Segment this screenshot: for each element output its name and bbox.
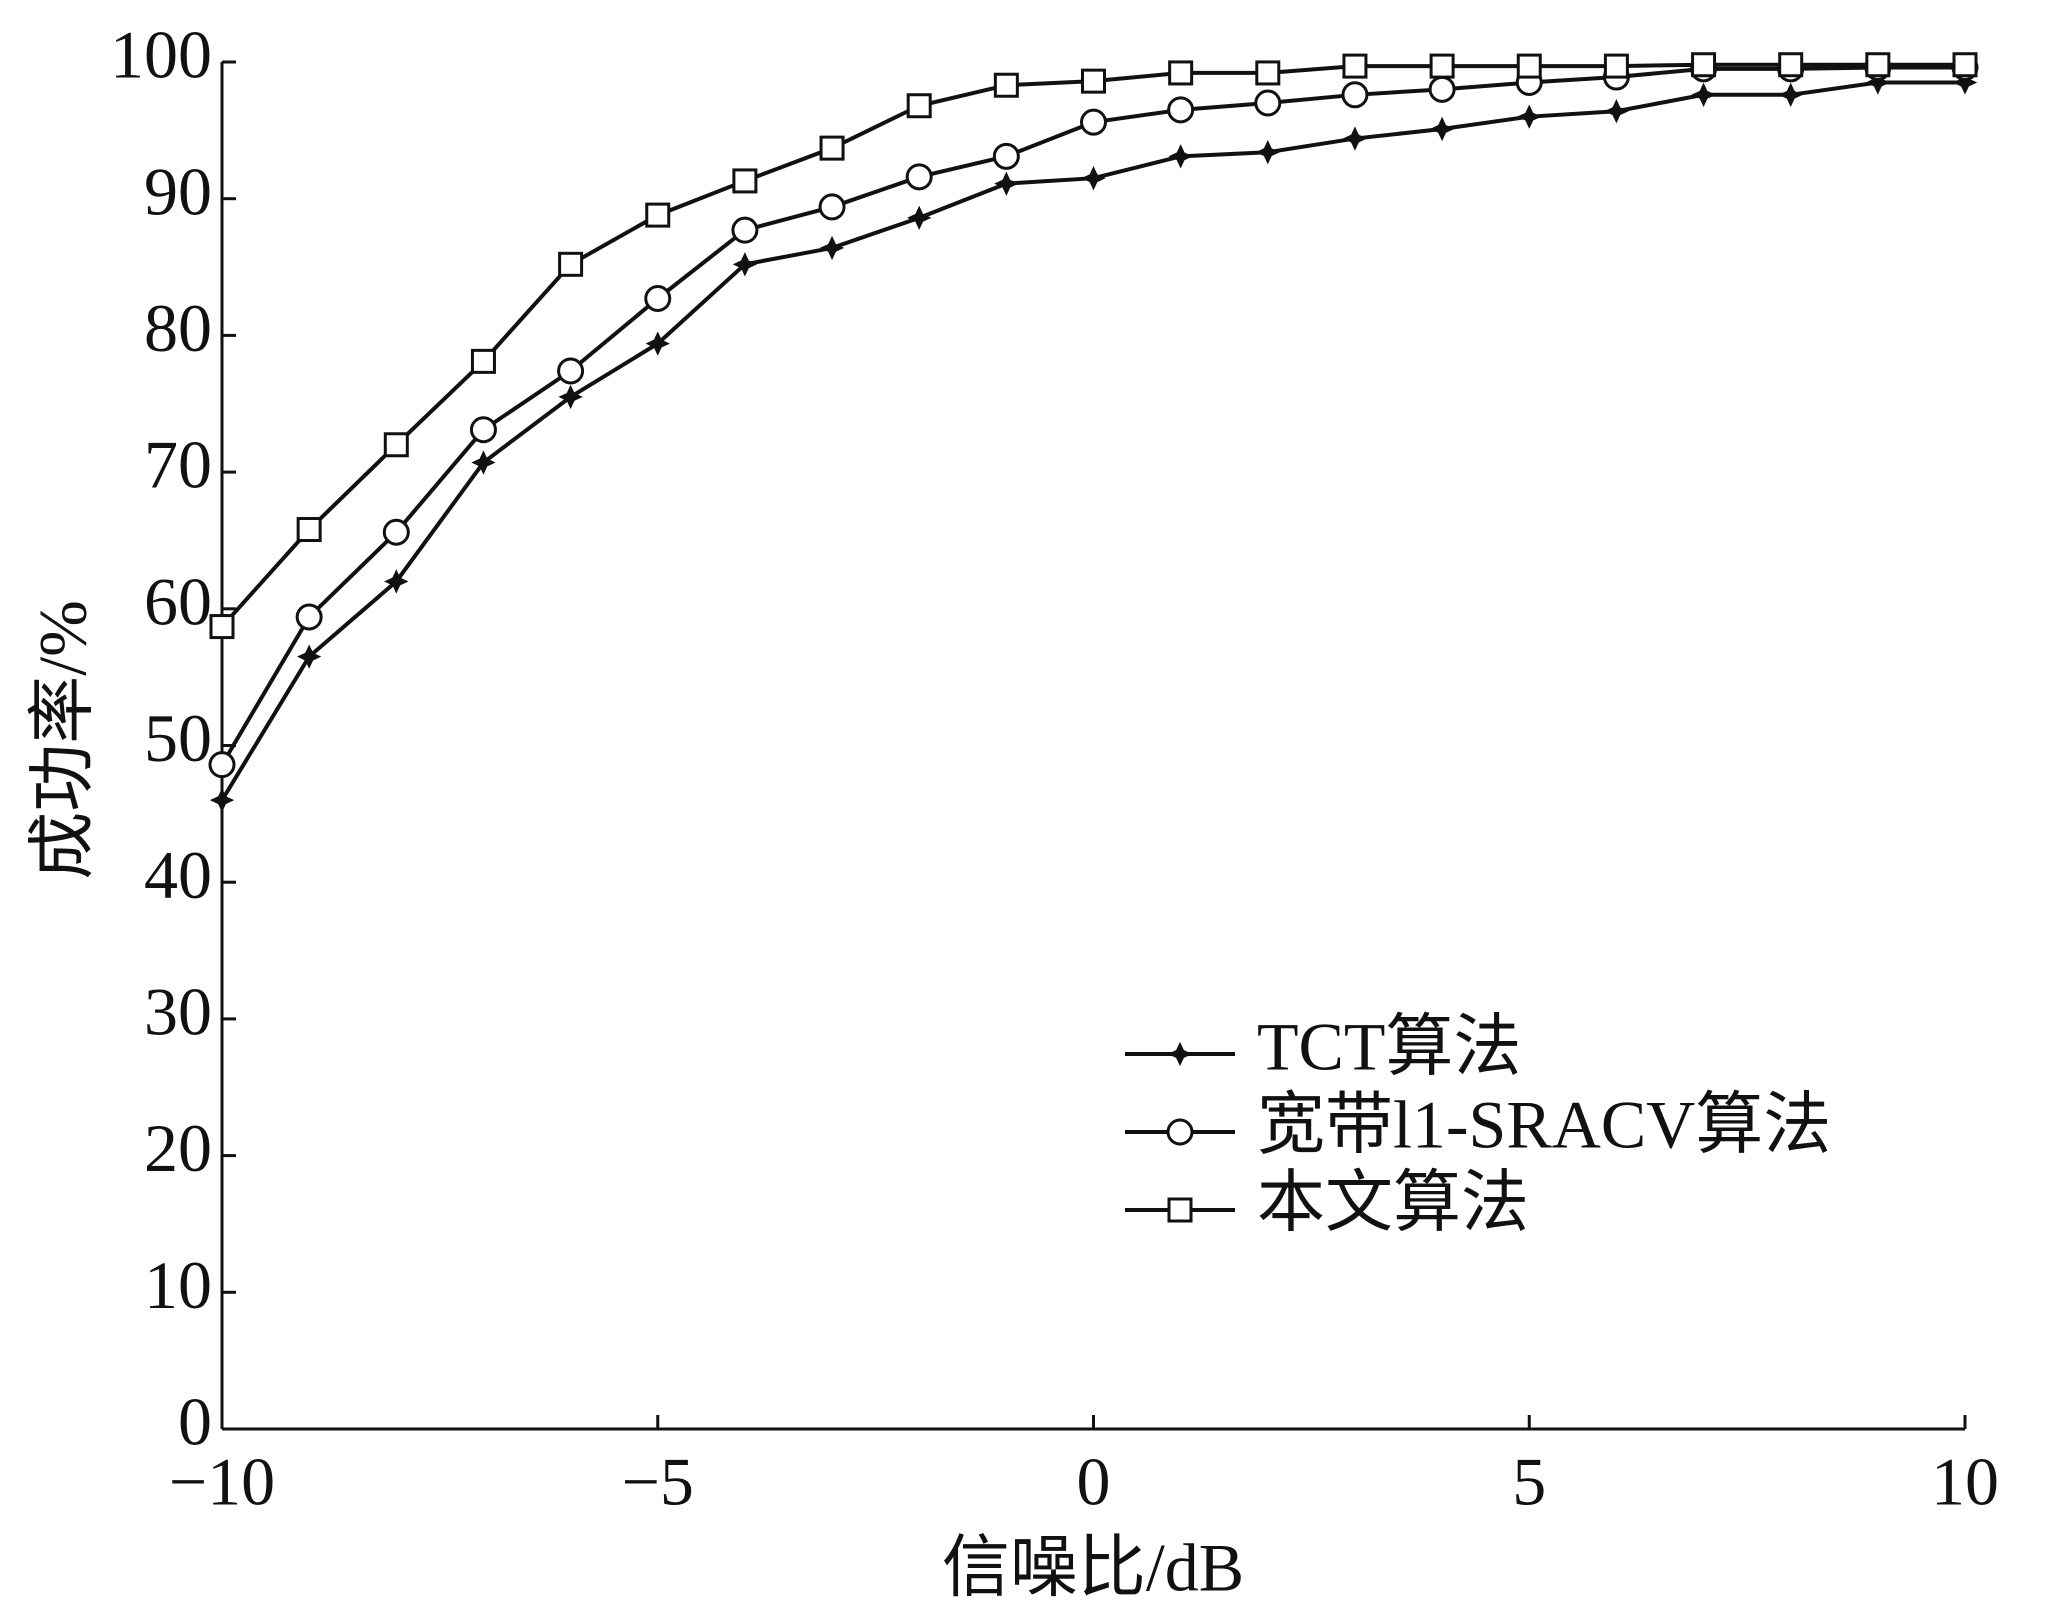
point: [993, 72, 1019, 98]
legend-label: TCT算法: [1257, 1009, 1521, 1085]
point: [818, 193, 846, 221]
point: [1865, 52, 1891, 78]
x-axis-label: 信噪比/dB: [942, 1530, 1244, 1606]
y-tick-label: 50: [144, 700, 212, 776]
point: [1428, 75, 1456, 103]
point: [732, 252, 758, 277]
point: [1429, 53, 1455, 79]
point: [1516, 53, 1542, 79]
point: [644, 284, 672, 312]
y-tick-label: 100: [110, 17, 212, 93]
point: [209, 614, 235, 640]
point: [208, 751, 236, 779]
point: [819, 235, 845, 261]
point: [1691, 82, 1716, 107]
point: [1081, 68, 1106, 94]
series-line: [220, 62, 1965, 628]
point: [557, 357, 585, 385]
legend-marker: [1167, 1041, 1193, 1067]
point: [470, 348, 496, 374]
point: [1168, 60, 1194, 86]
point: [906, 93, 932, 119]
legend-marker: [1166, 1118, 1194, 1146]
point: [732, 168, 758, 194]
x-tick-label: −5: [622, 1444, 694, 1520]
point: [382, 518, 410, 546]
point: [1342, 126, 1368, 151]
point: [731, 216, 759, 244]
legend-marker: [1167, 1197, 1193, 1223]
point: [645, 202, 671, 228]
point: [994, 171, 1019, 196]
point: [1167, 96, 1195, 124]
point: [1603, 53, 1629, 79]
point: [383, 432, 409, 458]
y-axis-label: 成功率/%: [25, 600, 101, 880]
point: [1081, 166, 1106, 191]
point: [1429, 116, 1455, 142]
point: [905, 163, 933, 191]
point: [1255, 140, 1280, 165]
point: [209, 787, 235, 813]
point: [296, 517, 322, 543]
point: [384, 569, 409, 594]
y-tick-label: 10: [144, 1247, 212, 1323]
x-tick-label: −10: [169, 1444, 275, 1520]
point: [295, 603, 323, 631]
x-tick-label: 5: [1512, 1444, 1546, 1520]
point: [1604, 99, 1629, 124]
legend-label: 宽带l1-SRACV算法: [1257, 1087, 1831, 1163]
point: [469, 416, 497, 444]
point: [1254, 89, 1282, 117]
point: [819, 135, 845, 161]
point: [1952, 52, 1978, 78]
point: [558, 384, 583, 410]
point: [1342, 53, 1368, 79]
y-tick-label: 70: [144, 427, 212, 503]
y-tick-label: 20: [144, 1110, 212, 1186]
y-tick-label: 90: [144, 153, 212, 229]
y-tick-label: 30: [144, 974, 212, 1050]
point: [1865, 70, 1891, 95]
point: [992, 142, 1020, 170]
y-tick-label: 80: [144, 290, 212, 366]
y-tick-label: 40: [144, 837, 212, 913]
point: [1255, 60, 1281, 86]
point: [1778, 82, 1803, 107]
y-tick-label: 0: [178, 1384, 212, 1460]
point: [1952, 70, 1978, 95]
point: [1341, 81, 1369, 109]
point: [471, 450, 496, 475]
point: [1517, 104, 1542, 129]
y-tick-label: 60: [144, 563, 212, 639]
point: [1778, 52, 1804, 78]
legend-label: 本文算法: [1257, 1165, 1529, 1241]
point: [645, 331, 670, 356]
point: [907, 205, 932, 231]
x-tick-label: 0: [1077, 1444, 1111, 1520]
point: [296, 644, 322, 669]
point: [558, 251, 584, 277]
point: [1168, 144, 1193, 169]
point: [1080, 108, 1107, 136]
point: [1691, 52, 1717, 78]
x-tick-label: 10: [1931, 1444, 1999, 1520]
